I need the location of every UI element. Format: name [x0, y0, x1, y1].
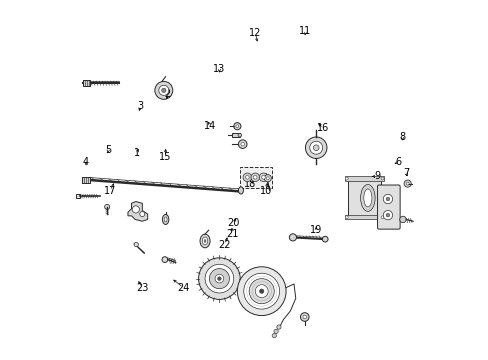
Circle shape — [250, 173, 259, 181]
Circle shape — [261, 176, 265, 179]
FancyBboxPatch shape — [240, 167, 271, 188]
Circle shape — [104, 204, 109, 210]
Text: 6: 6 — [395, 157, 401, 167]
Bar — [344, 176, 384, 181]
Circle shape — [235, 125, 238, 128]
Ellipse shape — [360, 184, 374, 211]
Bar — [83, 80, 89, 86]
Circle shape — [380, 216, 383, 219]
Circle shape — [198, 258, 240, 300]
Text: 9: 9 — [373, 171, 380, 181]
Circle shape — [300, 313, 308, 321]
Text: 18: 18 — [243, 179, 256, 189]
Text: 5: 5 — [105, 144, 111, 154]
Circle shape — [215, 274, 223, 283]
Circle shape — [266, 177, 269, 180]
Circle shape — [305, 137, 326, 158]
Circle shape — [243, 173, 251, 181]
Circle shape — [159, 85, 168, 95]
Text: 10: 10 — [259, 186, 272, 196]
Text: 11: 11 — [299, 26, 311, 36]
Bar — [348, 180, 380, 216]
Text: 7: 7 — [402, 168, 408, 178]
Circle shape — [244, 273, 279, 309]
Text: 15: 15 — [159, 152, 171, 162]
Text: 13: 13 — [213, 64, 225, 74]
Ellipse shape — [238, 134, 241, 137]
Circle shape — [162, 257, 167, 262]
Text: 24: 24 — [177, 283, 189, 293]
Text: 20: 20 — [227, 218, 240, 228]
Bar — [344, 215, 384, 220]
Text: 16: 16 — [317, 123, 329, 133]
Circle shape — [259, 289, 264, 293]
Circle shape — [209, 269, 229, 289]
Circle shape — [386, 197, 389, 201]
Text: 2: 2 — [164, 89, 170, 99]
Bar — [231, 134, 239, 137]
Circle shape — [276, 325, 281, 329]
Ellipse shape — [162, 215, 168, 225]
Text: 22: 22 — [218, 239, 230, 249]
Circle shape — [245, 176, 249, 179]
Circle shape — [386, 213, 389, 217]
Text: 21: 21 — [225, 229, 238, 239]
Circle shape — [155, 81, 172, 99]
Circle shape — [303, 315, 306, 319]
Circle shape — [406, 182, 408, 185]
Ellipse shape — [238, 187, 243, 194]
Circle shape — [217, 277, 221, 280]
Text: 12: 12 — [248, 28, 261, 38]
Circle shape — [249, 279, 274, 304]
Circle shape — [383, 211, 392, 220]
Circle shape — [345, 177, 347, 180]
Text: 19: 19 — [309, 225, 322, 235]
Circle shape — [264, 175, 271, 182]
Ellipse shape — [164, 217, 167, 222]
Circle shape — [253, 176, 257, 179]
Circle shape — [238, 140, 246, 148]
Text: 17: 17 — [103, 186, 116, 196]
Circle shape — [345, 216, 347, 219]
Circle shape — [273, 329, 278, 333]
Circle shape — [241, 142, 244, 146]
Ellipse shape — [363, 189, 371, 207]
Circle shape — [289, 234, 296, 241]
Text: 4: 4 — [83, 157, 89, 167]
Circle shape — [237, 267, 285, 316]
Circle shape — [233, 123, 241, 130]
Text: 14: 14 — [204, 121, 216, 131]
Circle shape — [132, 206, 139, 213]
FancyBboxPatch shape — [377, 185, 399, 229]
Bar — [82, 177, 89, 183]
Circle shape — [309, 141, 322, 154]
Text: 1: 1 — [134, 148, 140, 158]
Circle shape — [271, 333, 276, 338]
Circle shape — [259, 173, 267, 181]
Text: 3: 3 — [137, 102, 143, 112]
Ellipse shape — [203, 239, 205, 242]
Ellipse shape — [202, 237, 207, 245]
Circle shape — [322, 236, 327, 242]
Circle shape — [140, 212, 144, 217]
Text: 23: 23 — [136, 283, 148, 293]
Circle shape — [134, 242, 138, 247]
Circle shape — [399, 216, 406, 223]
Circle shape — [403, 180, 410, 187]
Text: 8: 8 — [398, 132, 405, 142]
Circle shape — [313, 145, 319, 150]
Circle shape — [162, 88, 165, 93]
Circle shape — [383, 194, 392, 204]
Circle shape — [204, 264, 233, 293]
Circle shape — [255, 285, 267, 298]
Polygon shape — [128, 202, 147, 221]
Ellipse shape — [200, 234, 210, 248]
Bar — [76, 194, 80, 198]
Circle shape — [380, 177, 383, 180]
